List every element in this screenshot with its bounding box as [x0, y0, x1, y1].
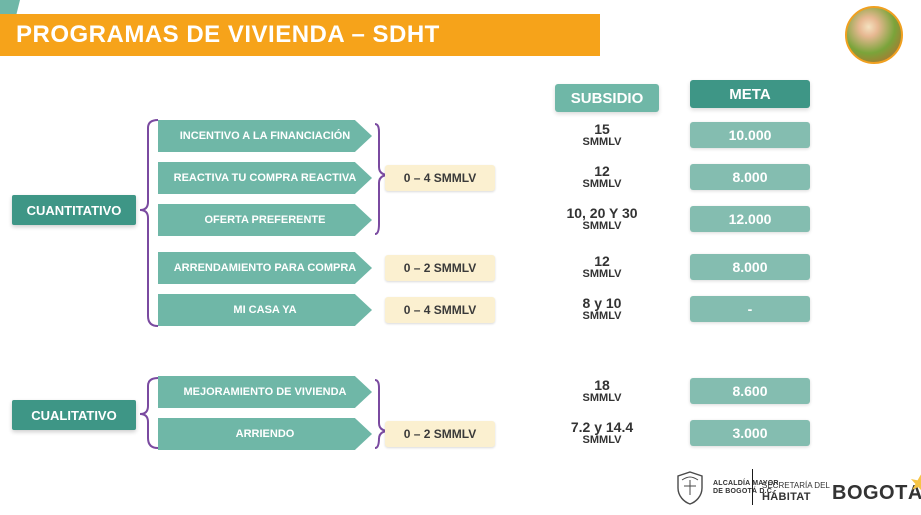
subsidy-bot: SMMLV	[552, 179, 652, 191]
subsidy-value: 18SMMLV	[552, 378, 652, 404]
subsidy-bot: SMMLV	[552, 137, 652, 149]
subsidy-value: 15SMMLV	[552, 122, 652, 148]
subsidy-value: 7.2 y 14.4SMMLV	[552, 420, 652, 446]
subsidy-top: 8 y 10	[552, 296, 652, 311]
shield-icon	[675, 471, 705, 505]
range-box: 0 – 4 SMMLV	[385, 165, 495, 191]
subsidy-top: 10, 20 Y 30	[552, 206, 652, 221]
meta-pill: 8.000	[690, 254, 810, 280]
subsidy-top: 7.2 y 14.4	[552, 420, 652, 435]
meta-pill: 12.000	[690, 206, 810, 232]
header-banner: PROGRAMAS DE VIVIENDA – SDHT	[0, 14, 600, 56]
category-cuantitativo: CUANTITATIVO	[12, 195, 136, 225]
program-arrow: OFERTA PREFERENTE	[158, 204, 372, 236]
range-box: 0 – 4 SMMLV	[385, 297, 495, 323]
page-title: PROGRAMAS DE VIVIENDA – SDHT	[16, 21, 440, 49]
footer-secretaria: SECRETARÍA DELHÁBITAT	[762, 482, 830, 503]
column-header-subsidio: SUBSIDIO	[555, 84, 659, 112]
program-arrow: MI CASA YA	[158, 294, 372, 326]
meta-pill: 3.000	[690, 420, 810, 446]
subsidy-bot: SMMLV	[552, 221, 652, 233]
column-header-meta: META	[690, 80, 810, 108]
subsidy-top: 15	[552, 122, 652, 137]
subsidy-top: 12	[552, 254, 652, 269]
meta-pill: -	[690, 296, 810, 322]
subsidy-value: 12SMMLV	[552, 164, 652, 190]
subsidy-bot: SMMLV	[552, 435, 652, 447]
subsidy-value: 8 y 10SMMLV	[552, 296, 652, 322]
program-arrow: ARRENDAMIENTO PARA COMPRA	[158, 252, 372, 284]
program-arrow: INCENTIVO A LA FINANCIACIÓN	[158, 120, 372, 152]
subsidy-bot: SMMLV	[552, 393, 652, 405]
subsidy-value: 12SMMLV	[552, 254, 652, 280]
header-photo	[845, 6, 903, 64]
subsidy-top: 12	[552, 164, 652, 179]
meta-pill: 8.600	[690, 378, 810, 404]
program-arrow: MEJORAMIENTO DE VIVIENDA	[158, 376, 372, 408]
program-arrow: REACTIVA TU COMPRA REACTIVA	[158, 162, 372, 194]
meta-pill: 10.000	[690, 122, 810, 148]
meta-pill: 8.000	[690, 164, 810, 190]
footer-bogota-logo: BOGOTA★	[832, 482, 921, 505]
program-arrow: ARRIENDO	[158, 418, 372, 450]
corner-accent	[0, 0, 20, 515]
range-box: 0 – 2 SMMLV	[385, 421, 495, 447]
subsidy-top: 18	[552, 378, 652, 393]
footer-divider	[752, 469, 753, 505]
range-box: 0 – 2 SMMLV	[385, 255, 495, 281]
subsidy-bot: SMMLV	[552, 269, 652, 281]
subsidy-bot: SMMLV	[552, 311, 652, 323]
star-icon: ★	[908, 469, 921, 497]
subsidy-value: 10, 20 Y 30SMMLV	[552, 206, 652, 232]
category-cualitativo: CUALITATIVO	[12, 400, 136, 430]
